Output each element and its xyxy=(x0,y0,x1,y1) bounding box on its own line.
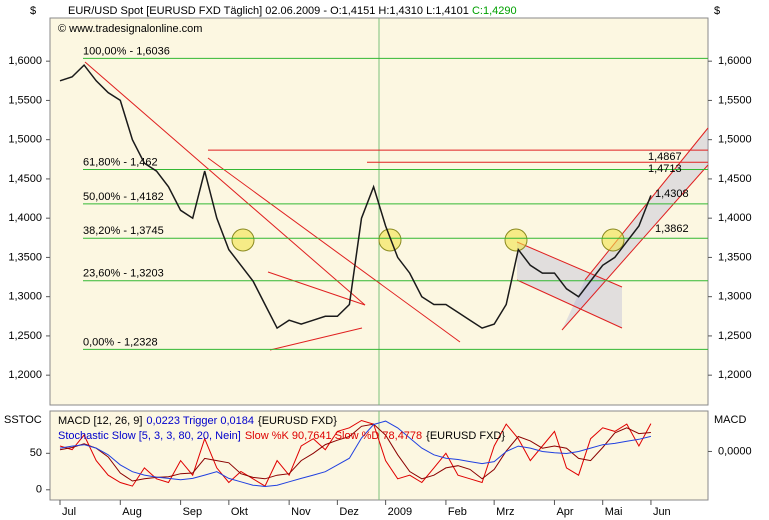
y-tick-label: 1,4000 xyxy=(8,212,42,224)
fib-label: 61,80% - 1,462 xyxy=(83,156,158,168)
y-tick-label: 1,4500 xyxy=(8,173,42,185)
y-tick-label: 1,3500 xyxy=(8,251,42,263)
trend-line xyxy=(561,164,709,331)
y-tick-label: 1,2000 xyxy=(8,369,42,381)
highlight-circle xyxy=(231,228,255,252)
legend-part: {EURUSD FXD} xyxy=(258,415,337,427)
x-tick-label: Aug xyxy=(122,506,142,518)
trend-line xyxy=(267,271,366,306)
currency-label: $ xyxy=(714,5,720,17)
y-tick-label: 1,4000 xyxy=(718,212,752,224)
y-tick-label: 1,2500 xyxy=(8,330,42,342)
copyright: © www.tradesignalonline.com xyxy=(58,23,202,35)
trend-line xyxy=(84,61,366,306)
x-tick-label: Feb xyxy=(448,506,467,518)
annotation: 1,3862 xyxy=(655,223,689,235)
trend-line xyxy=(269,327,363,351)
trend-line xyxy=(516,241,623,288)
title-close: C:1,4290 xyxy=(472,5,517,17)
currency-label: $ xyxy=(30,5,36,17)
x-tick-label: Sep xyxy=(183,506,203,518)
y-tick-label: 1,5000 xyxy=(718,134,752,146)
y-tick-label: 1,2000 xyxy=(718,369,752,381)
x-tick-label: 2009 xyxy=(388,506,412,518)
channel-shade xyxy=(562,128,708,330)
data-line xyxy=(59,419,652,487)
y-tick-label: 1,5000 xyxy=(8,134,42,146)
fib-label: 23,60% - 1,3203 xyxy=(83,268,164,280)
y-tick-label: 1,5500 xyxy=(8,94,42,106)
highlight-circle xyxy=(378,228,402,252)
y-tick-label: 1,2500 xyxy=(718,330,752,342)
resistance-label: 1,4713 xyxy=(648,163,682,175)
trend-line xyxy=(516,279,623,329)
legend-part: Slow %K 90,7641 Slow %D 78,4778 xyxy=(245,430,422,442)
x-tick-label: Mai xyxy=(605,506,623,518)
y-tick-label: 50 xyxy=(30,447,42,459)
x-tick-label: Jul xyxy=(62,506,76,518)
fib-label: 100,00% - 1,6036 xyxy=(83,45,170,57)
y-tick-label: 1,6000 xyxy=(718,55,752,67)
data-line xyxy=(59,420,652,488)
title-text: EUR/USD Spot [EURUSD FXD Täglich] 02.06.… xyxy=(68,5,472,17)
y-tick-label: 1,3000 xyxy=(718,291,752,303)
data-line xyxy=(59,63,652,330)
y2-tick-label: 0,0000 xyxy=(718,445,752,457)
y-tick-label: 1,5500 xyxy=(718,94,752,106)
panel-label: SSTOC xyxy=(4,414,42,426)
legend-part: {EURUSD FXD} xyxy=(426,430,505,442)
legend-part: MACD [12, 26, 9] xyxy=(58,415,142,427)
y-tick-label: 0 xyxy=(36,484,42,496)
x-tick-label: Jun xyxy=(653,506,671,518)
y-tick-label: 1,3000 xyxy=(8,291,42,303)
highlights xyxy=(231,228,625,252)
trend-line xyxy=(207,157,461,343)
y-tick-label: 1,4500 xyxy=(718,173,752,185)
legend-part: Stochastic Slow [5, 3, 3, 80, 20, Nein] xyxy=(58,430,241,442)
channel-shade xyxy=(517,242,622,328)
x-tick-label: Dez xyxy=(339,506,359,518)
y-tick-label: 1,3500 xyxy=(718,251,752,263)
fib-label: 0,00% - 1,2328 xyxy=(83,336,158,348)
x-tick-label: Mrz xyxy=(496,506,514,518)
highlight-circle xyxy=(601,228,625,252)
panel-label: MACD xyxy=(714,414,746,426)
legend-part: 0,0223 Trigger 0,0184 xyxy=(146,415,254,427)
x-tick-label: Nov xyxy=(291,506,311,518)
legend-entry: Stochastic Slow [5, 3, 3, 80, 20, Nein] S… xyxy=(58,430,505,442)
fib-label: 50,00% - 1,4182 xyxy=(83,191,164,203)
chart-title: EUR/USD Spot [EURUSD FXD Täglich] 02.06.… xyxy=(68,5,517,17)
legend-entry: MACD [12, 26, 9] 0,0223 Trigger 0,0184 {EU… xyxy=(58,415,337,427)
x-tick-label: Okt xyxy=(231,506,248,518)
annotation: 1,4308 xyxy=(655,188,689,200)
y-tick-label: 1,6000 xyxy=(8,55,42,67)
resistance-label: 1,4867 xyxy=(648,151,682,163)
highlight-circle xyxy=(504,228,528,252)
fib-label: 38,20% - 1,3745 xyxy=(83,225,164,237)
x-tick-label: Apr xyxy=(556,506,573,518)
